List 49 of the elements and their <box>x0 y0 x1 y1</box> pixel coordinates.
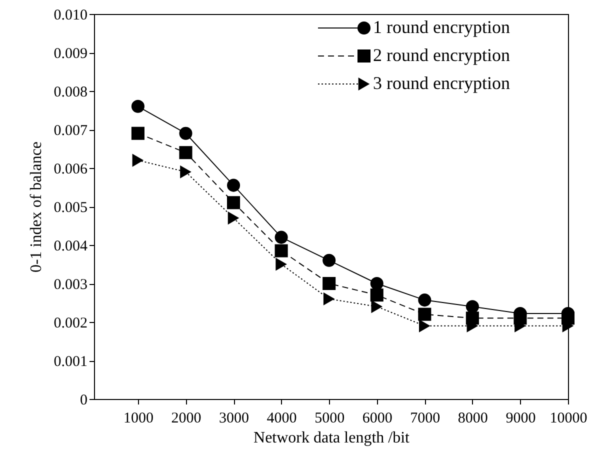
x-tick-label: 1000 <box>123 410 154 426</box>
y-tick-label: 0.004 <box>54 238 88 254</box>
y-tick-label: 0.007 <box>54 123 88 139</box>
point <box>418 308 432 321</box>
y-tick-label: 0.009 <box>54 46 88 62</box>
y-tick-label: 0.010 <box>54 8 88 24</box>
y-axis-title: 0-1 index of balance <box>28 141 45 273</box>
point <box>323 292 335 306</box>
point <box>418 294 432 307</box>
point <box>322 276 336 290</box>
point <box>466 312 479 325</box>
y-tick-label: 0 <box>80 392 88 408</box>
y-tick-label: 0.005 <box>54 200 88 216</box>
point <box>466 300 479 314</box>
point <box>180 165 192 178</box>
y-tick-label: 0.008 <box>54 84 88 100</box>
point <box>371 300 383 314</box>
legend-label: 1 round encryption <box>373 17 510 37</box>
point <box>274 244 288 258</box>
point <box>179 146 192 160</box>
point <box>227 196 240 210</box>
point <box>227 178 240 192</box>
x-axis-title: Network data length /bit <box>254 430 410 446</box>
point <box>132 154 144 167</box>
y-tick-label: 0.003 <box>54 277 88 293</box>
x-tick-label: 2000 <box>171 410 202 426</box>
legend-label: 2 round encryption <box>373 45 510 65</box>
point <box>228 212 240 225</box>
point <box>131 126 144 140</box>
point <box>419 319 430 332</box>
legend-label: 3 round encryption <box>373 73 510 93</box>
y-tick-label: 0.002 <box>54 316 88 332</box>
x-tick-label: 8000 <box>458 410 488 426</box>
x-tick-label: 6000 <box>362 410 392 426</box>
x-tick-label: 7000 <box>410 410 440 426</box>
x-tick-label: 3000 <box>219 410 250 426</box>
point <box>322 254 336 267</box>
point <box>274 230 288 244</box>
x-tick-label: 10000 <box>550 410 588 426</box>
y-tick-label: 0.006 <box>54 162 88 178</box>
x-tick-label: 9000 <box>506 410 536 426</box>
point <box>370 276 384 290</box>
point <box>276 258 287 271</box>
x-tick-label: 4000 <box>266 410 297 426</box>
point <box>179 126 192 140</box>
point <box>131 100 144 113</box>
point <box>370 288 384 302</box>
x-tick-label: 5000 <box>314 410 345 426</box>
y-tick-label: 0.001 <box>54 354 88 370</box>
